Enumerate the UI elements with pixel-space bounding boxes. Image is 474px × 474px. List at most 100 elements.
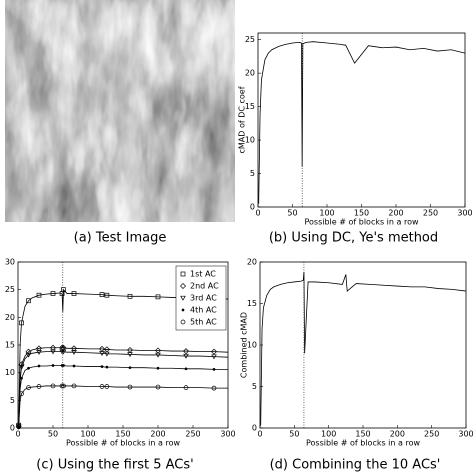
legend-label: 1st AC — [190, 270, 216, 279]
marker — [127, 384, 133, 390]
legend-label: 4th AC — [190, 306, 217, 315]
marker — [37, 364, 41, 368]
marker — [99, 292, 105, 297]
legend-label: 2nd AC — [190, 282, 219, 291]
x-tick-label: 100 — [321, 430, 336, 439]
y-axis-label: Combined cMAD — [240, 312, 249, 378]
marker — [211, 385, 217, 391]
marker — [25, 352, 32, 358]
marker — [127, 352, 133, 358]
marker — [60, 344, 67, 351]
marker — [71, 345, 77, 352]
marker — [71, 383, 77, 389]
marker — [50, 349, 56, 355]
marker — [128, 366, 132, 370]
y-tick-label: 0 — [250, 203, 255, 212]
y-tick-label: 10 — [245, 136, 255, 145]
x-tick-label: 250 — [424, 430, 439, 439]
x-tick-label: 0 — [257, 430, 262, 439]
caption: (b) Using DC, Ye's method — [269, 231, 438, 246]
plot-frame — [259, 261, 467, 429]
y-tick-label: 5 — [250, 169, 255, 178]
x-tick-label: 200 — [388, 209, 403, 218]
marker — [19, 320, 24, 326]
marker — [36, 350, 42, 355]
marker — [26, 298, 31, 304]
marker — [71, 291, 77, 296]
series-line — [18, 345, 229, 427]
marker — [212, 367, 216, 371]
marker — [61, 287, 66, 293]
y-tick-label: 25 — [245, 35, 255, 44]
plot-frame — [257, 32, 466, 208]
marker — [104, 384, 110, 389]
y-tick-label: 0 — [252, 424, 257, 433]
marker — [19, 391, 24, 397]
y-tick-label: 25 — [5, 285, 15, 294]
marker — [155, 384, 161, 390]
x-tick-label: 50 — [48, 430, 58, 439]
marker — [183, 385, 189, 390]
x-tick-label: 0 — [15, 430, 20, 439]
marker — [26, 385, 31, 390]
x-tick-label: 300 — [458, 430, 473, 439]
y-tick-label: 10 — [5, 368, 15, 377]
x-tick-label: 150 — [354, 209, 369, 218]
marker — [59, 344, 66, 351]
y-tick-label: 30 — [5, 258, 15, 267]
x-tick-label: 250 — [423, 209, 438, 218]
marker — [104, 351, 110, 357]
legend-label: 5th AC — [190, 318, 217, 327]
marker — [156, 366, 160, 370]
marker — [100, 365, 104, 368]
marker — [25, 348, 32, 355]
x-tick-label: 100 — [319, 209, 334, 218]
x-tick-label: 150 — [355, 430, 370, 439]
x-axis-label: Possible # of blocks in a row — [66, 439, 180, 448]
y-tick-label: 15 — [247, 299, 257, 308]
x-tick-label: 250 — [185, 430, 200, 439]
marker — [99, 351, 105, 356]
marker — [20, 376, 23, 380]
caption: (c) Using the first 5 ACs' — [36, 458, 193, 473]
legend-marker — [180, 283, 186, 289]
marker — [18, 364, 25, 370]
x-tick-label: 200 — [150, 430, 165, 439]
y-tick-label: 5 — [10, 396, 15, 405]
marker — [155, 294, 161, 300]
marker — [155, 352, 161, 358]
legend-marker — [180, 295, 186, 301]
legend-label: 3rd AC — [190, 294, 217, 303]
marker — [59, 383, 65, 389]
marker — [50, 344, 56, 351]
caption: (d) Combining the 10 ACs' — [270, 458, 441, 473]
x-axis-label: Possible # of blocks in a row — [304, 218, 418, 227]
marker — [105, 365, 109, 369]
marker — [50, 383, 56, 389]
x-tick-label: 300 — [457, 209, 472, 218]
x-tick-label: 50 — [287, 209, 297, 218]
x-tick-label: 100 — [80, 430, 95, 439]
y-tick-label: 5 — [252, 382, 257, 391]
marker — [60, 349, 67, 355]
y-tick-label: 0 — [10, 424, 15, 433]
y-tick-label: 20 — [247, 258, 257, 267]
legend-marker — [180, 271, 186, 277]
marker — [99, 384, 105, 389]
x-tick-label: 200 — [390, 430, 405, 439]
marker — [211, 348, 217, 355]
marker — [184, 367, 188, 371]
marker — [183, 353, 189, 359]
y-tick-label: 15 — [5, 341, 15, 350]
series-line — [258, 41, 466, 204]
marker — [51, 364, 55, 367]
x-tick-label: 0 — [255, 209, 260, 218]
marker — [72, 364, 76, 368]
x-tick-label: 50 — [289, 430, 299, 439]
marker — [71, 350, 77, 355]
series-line — [18, 384, 228, 427]
x-axis-label: Possible # of blocks in a row — [306, 439, 420, 448]
legend-marker — [181, 308, 185, 312]
marker — [183, 348, 189, 355]
